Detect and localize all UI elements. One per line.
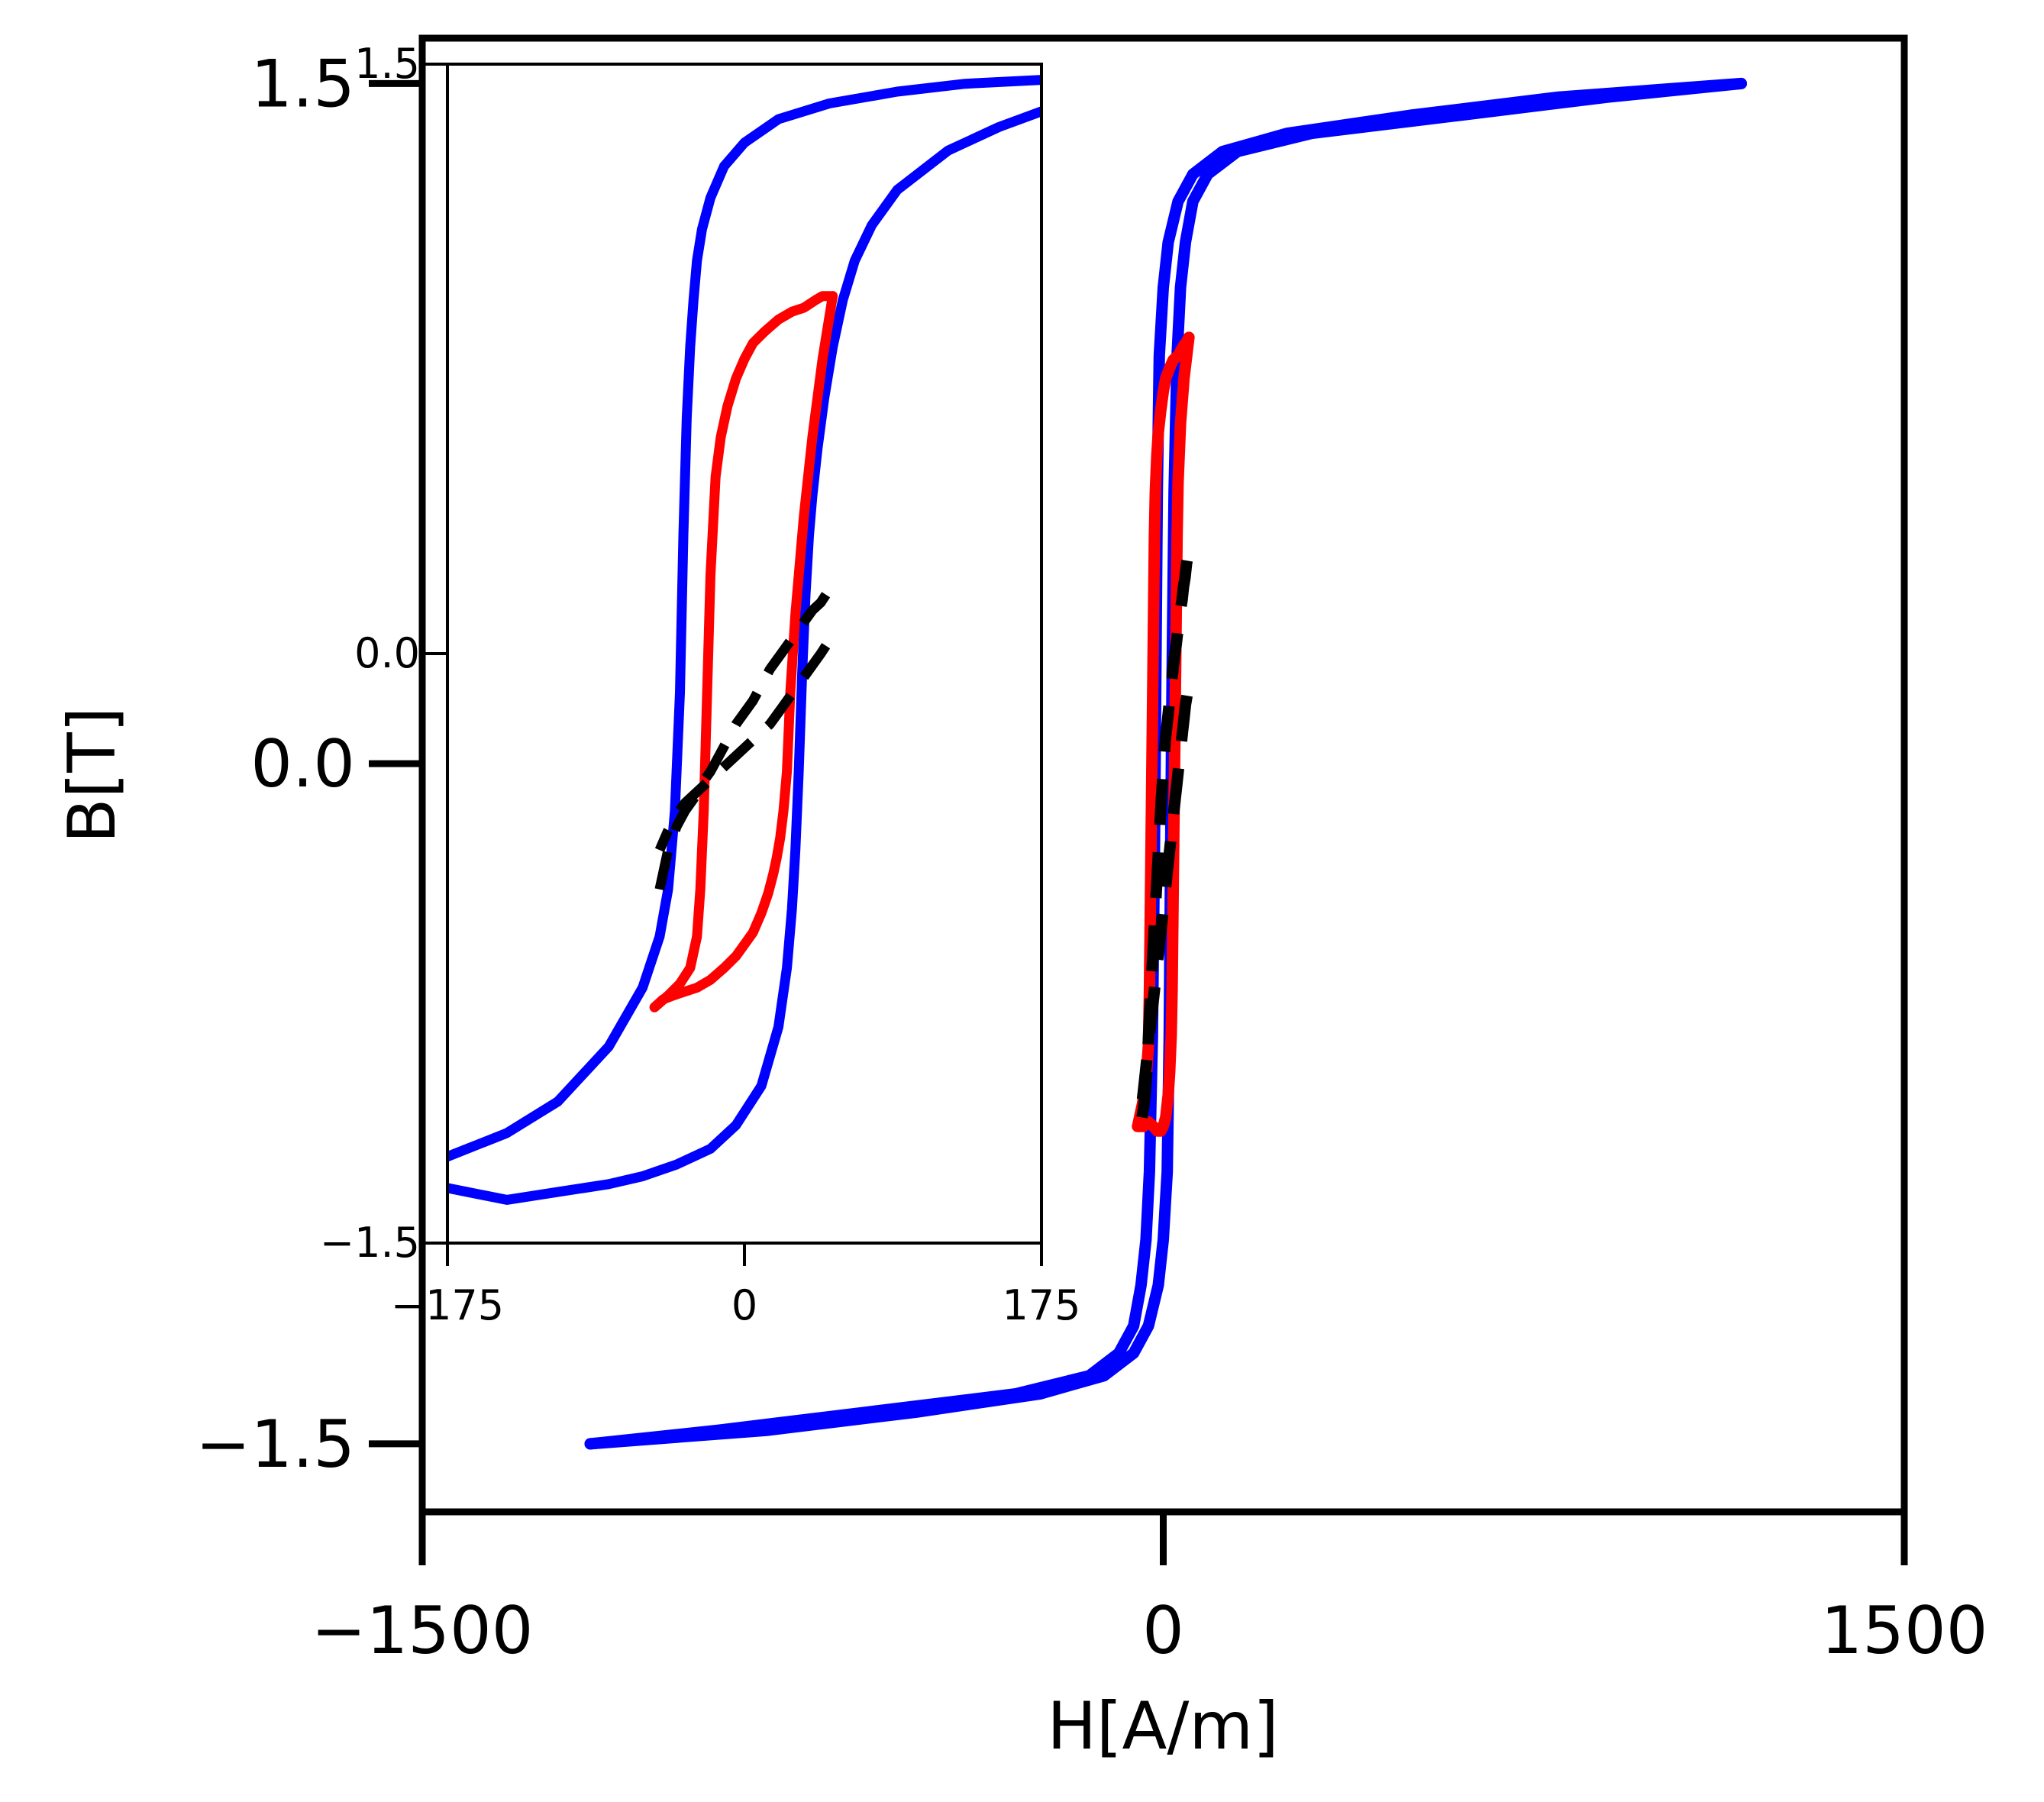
main-ytick-label-1: 0.0	[250, 726, 355, 803]
inset-plot: −175 0 175 −1.5 0.0 1.5	[320, 40, 1081, 1329]
main-ytick-label-2: 1.5	[250, 46, 355, 122]
x-axis-label: H[A/m]	[1047, 1688, 1278, 1765]
inset-xtick-label-1: 0	[731, 1281, 757, 1329]
inset-xtick-label-2: 175	[1002, 1281, 1080, 1329]
main-series-group	[584, 77, 1747, 1450]
inset-ytick-label-0: −1.5	[320, 1219, 420, 1267]
inset-series-layer	[447, 75, 1041, 1205]
inset-series-group	[447, 75, 1041, 1205]
inset-series-3-line	[649, 291, 838, 1012]
inset-background	[447, 64, 1041, 1243]
inset-series-0-line	[447, 106, 1041, 1205]
main-series-5-line	[1136, 694, 1193, 1100]
main-ticks: −1500 0 1500 −1.5 0.0 1.5	[195, 46, 1987, 1669]
inset-series-1-line	[447, 75, 1041, 1162]
main-xtick-label-1: 0	[1142, 1593, 1184, 1669]
inset-ytick-label-1: 0.0	[354, 629, 420, 677]
main-xtick-label-0: −1500	[312, 1593, 534, 1669]
inset-ytick-label-2: 1.5	[354, 40, 420, 88]
inset-xtick-label-0: −175	[391, 1281, 504, 1329]
inset-series-2-line	[649, 291, 838, 1012]
y-axis-label: B[T]	[54, 707, 131, 844]
inset-ticks: −175 0 175 −1.5 0.0 1.5	[320, 40, 1081, 1329]
main-series-layer	[584, 77, 1747, 1450]
main-ytick-label-0: −1.5	[195, 1406, 355, 1483]
main-series-3-line	[1132, 331, 1195, 1137]
main-plot: −1500 0 1500 −1.5 0.0 1.5 H[A/m] B[T]	[54, 34, 1987, 1765]
inset-series-5-line	[654, 643, 831, 852]
main-xtick-label-2: 1500	[1821, 1593, 1988, 1669]
